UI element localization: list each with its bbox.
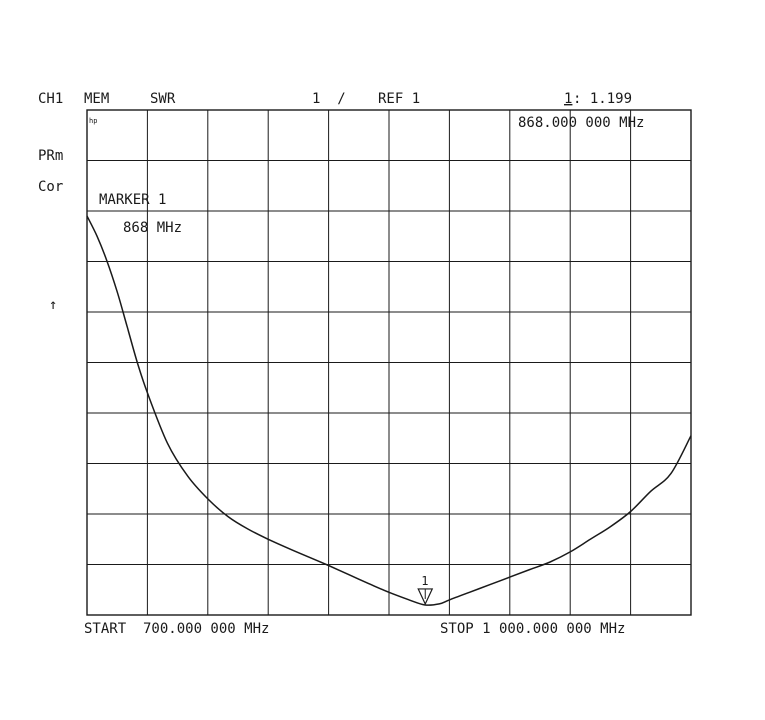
scale-label: 1 / xyxy=(312,91,346,107)
swr-trace-line xyxy=(86,215,692,606)
swr-trace-group: 1 xyxy=(86,215,692,606)
stop-frequency-label: STOP 1 000.000 000 MHz xyxy=(440,621,625,637)
graticule xyxy=(86,109,692,616)
start-frequency-label: START 700.000 000 MHz xyxy=(84,621,269,637)
marker-annotation-frequency: 868 MHz xyxy=(123,220,182,236)
marker-flag-label: 1 xyxy=(421,574,428,588)
mode-label: MEM xyxy=(84,91,109,107)
prm-indicator: PRm xyxy=(38,148,63,164)
reference-arrow-icon: ↑ xyxy=(49,297,57,313)
reference-label: REF 1 xyxy=(378,91,420,107)
marker-frequency-readout: 868.000 000 MHz xyxy=(518,115,644,131)
channel-label: CH1 xyxy=(38,91,63,107)
marker-value-readout: : 1.199 xyxy=(573,91,632,107)
correction-indicator: Cor xyxy=(38,179,63,195)
hp-logo-mark: hp xyxy=(89,117,97,125)
format-label: SWR xyxy=(150,91,176,107)
marker-title: MARKER 1 xyxy=(99,192,166,208)
marker-index: 1 xyxy=(564,91,572,107)
